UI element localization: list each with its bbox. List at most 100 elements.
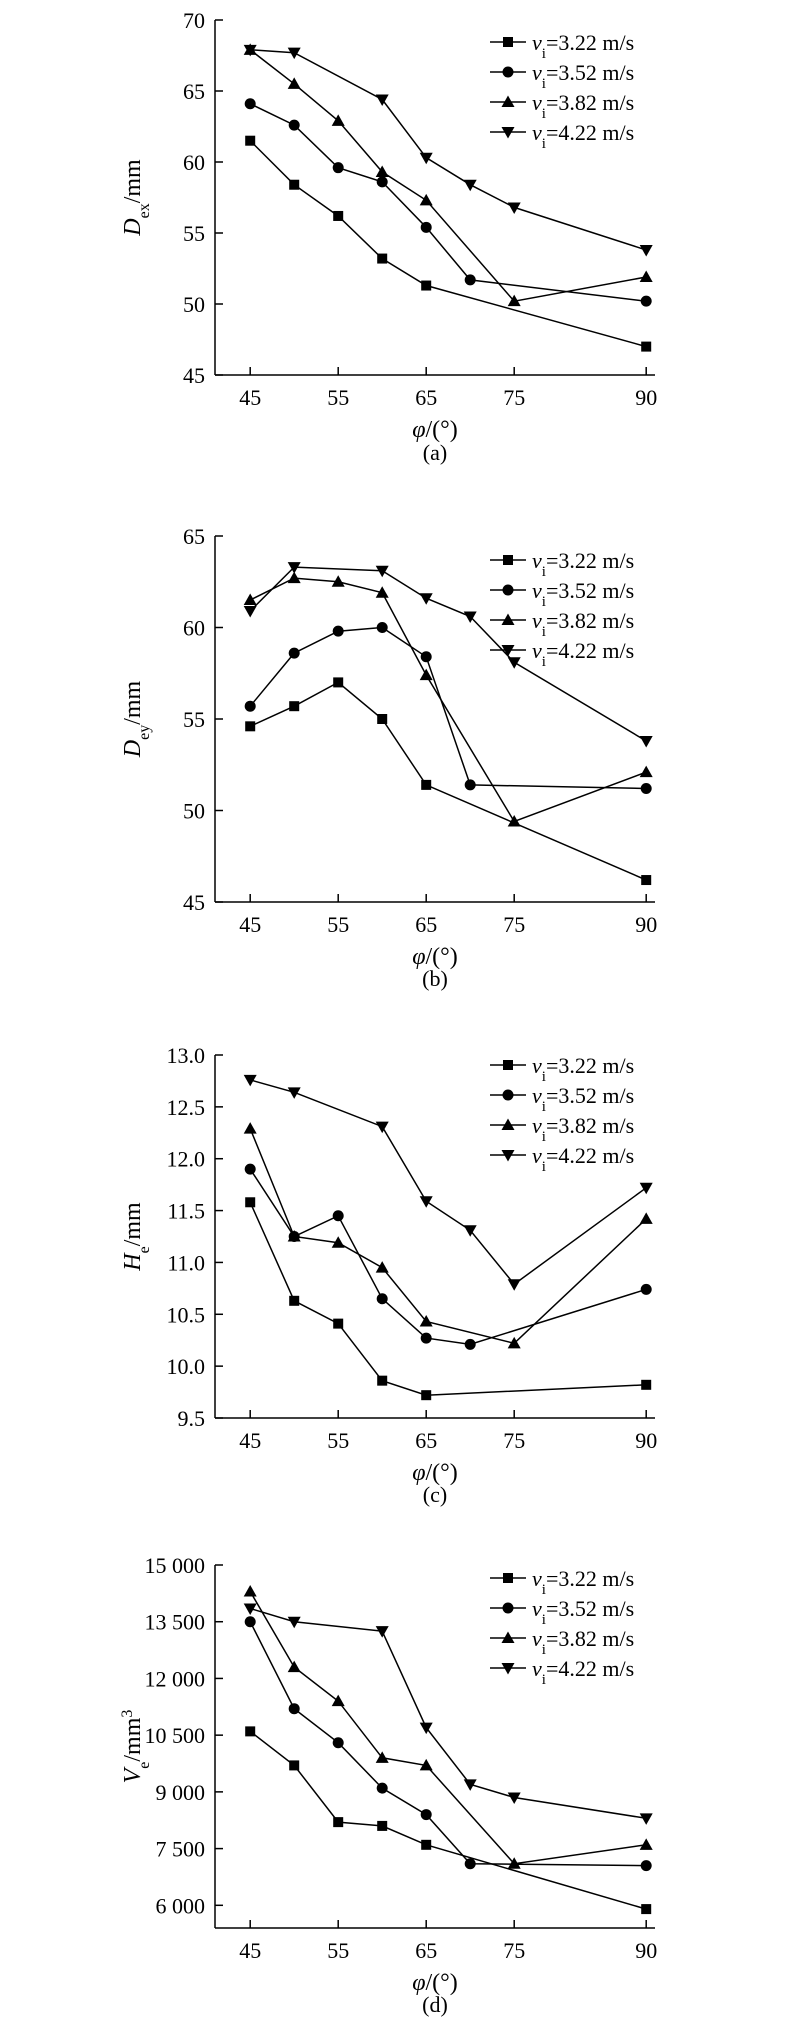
- y-tick-label: 10.0: [167, 1354, 206, 1379]
- data-point: [464, 1858, 476, 1870]
- data-point: [244, 1616, 256, 1628]
- legend-marker: [501, 613, 515, 625]
- y-tick-label: 9.5: [178, 1406, 206, 1431]
- data-point: [639, 1838, 653, 1850]
- x-tick-label: 65: [415, 912, 437, 937]
- data-point: [244, 700, 256, 712]
- data-point: [331, 1236, 345, 1248]
- data-point: [333, 677, 344, 688]
- data-point: [243, 606, 257, 618]
- y-tick-label: 6 000: [156, 1893, 206, 1918]
- y-axis-label: Dex/mm: [120, 159, 153, 237]
- data-point: [333, 1318, 344, 1329]
- data-point: [640, 1283, 652, 1295]
- panel-caption: (b): [422, 966, 448, 991]
- data-point: [419, 668, 433, 681]
- legend-label: vi=3.82 m/s: [532, 1113, 634, 1145]
- data-point: [507, 294, 521, 307]
- data-point: [640, 783, 652, 795]
- y-tick-label: 65: [183, 524, 205, 549]
- legend-entry-1: vi=3.22 m/s: [490, 1566, 634, 1598]
- data-point: [376, 622, 388, 633]
- y-tick-label: 70: [183, 8, 205, 33]
- y-tick-label: 55: [183, 221, 205, 246]
- data-point: [641, 875, 652, 886]
- legend-label: vi=4.22 m/s: [532, 120, 634, 152]
- data-point: [331, 1694, 345, 1707]
- data-point: [421, 779, 432, 790]
- x-tick-label: 55: [327, 1428, 349, 1453]
- legend-entry-2: vi=3.52 m/s: [490, 1083, 634, 1115]
- data-point: [375, 565, 389, 578]
- data-point: [375, 586, 389, 598]
- data-point: [639, 765, 653, 778]
- legend-marker: [503, 37, 513, 47]
- y-tick-label: 7 500: [156, 1837, 206, 1862]
- y-tick-label: 60: [183, 150, 205, 175]
- legend-label: vi=4.22 m/s: [532, 1143, 634, 1175]
- legend-marker: [501, 645, 515, 657]
- data-point: [639, 270, 653, 283]
- data-point: [420, 651, 432, 663]
- data-point: [243, 1074, 257, 1087]
- y-tick-label: 13.0: [167, 1043, 206, 1068]
- legend: vi=3.22 m/svi=3.52 m/svi=3.82 m/svi=4.22…: [490, 548, 634, 670]
- data-point: [375, 1626, 389, 1638]
- x-tick-label: 45: [239, 385, 261, 410]
- data-point: [331, 114, 345, 126]
- legend-label: vi=3.52 m/s: [532, 578, 634, 610]
- panel-caption: (c): [423, 1482, 447, 1507]
- legend-label: vi=3.22 m/s: [532, 1053, 634, 1085]
- data-point: [377, 1375, 388, 1386]
- legend-entry-3: vi=3.82 m/s: [490, 608, 634, 640]
- legend-marker: [501, 1118, 515, 1130]
- data-point: [507, 657, 521, 669]
- data-point: [463, 1225, 477, 1237]
- x-tick-label: 65: [415, 1428, 437, 1453]
- legend-marker: [502, 584, 514, 596]
- x-tick-label: 75: [503, 912, 525, 937]
- data-point: [641, 1904, 652, 1915]
- data-point: [333, 1817, 344, 1828]
- data-point: [375, 94, 389, 107]
- data-point: [288, 119, 300, 131]
- legend-label: vi=3.52 m/s: [532, 1083, 634, 1115]
- data-point: [463, 1779, 477, 1791]
- series-1: [245, 1197, 652, 1401]
- series-line: [249, 49, 647, 303]
- data-point: [287, 571, 301, 584]
- legend-entry-4: vi=4.22 m/s: [490, 1143, 634, 1175]
- data-point: [421, 1839, 432, 1850]
- data-point: [419, 1196, 433, 1208]
- y-tick-label: 12.0: [167, 1147, 206, 1172]
- series-1: [245, 1726, 652, 1915]
- y-axis-label: Dey/mm: [120, 680, 153, 758]
- data-point: [287, 1616, 301, 1629]
- data-point: [640, 1860, 652, 1872]
- legend-marker: [502, 1602, 514, 1614]
- x-axis-label: φ/(°): [412, 417, 458, 443]
- legend-marker: [502, 1089, 514, 1101]
- data-point: [375, 1121, 389, 1134]
- y-axis-label: He/mm: [120, 1202, 153, 1272]
- series-4: [243, 562, 653, 748]
- series-3: [243, 1122, 653, 1349]
- data-point: [289, 179, 300, 190]
- y-tick-label: 11.0: [167, 1250, 205, 1275]
- data-point: [641, 341, 652, 352]
- legend-entry-3: vi=3.82 m/s: [490, 90, 634, 122]
- data-point: [287, 47, 301, 60]
- data-point: [507, 1792, 521, 1805]
- x-axis-label: φ/(°): [412, 944, 458, 970]
- y-tick-label: 65: [183, 79, 205, 104]
- data-point: [243, 1122, 257, 1134]
- data-point: [420, 221, 432, 233]
- series-line: [249, 1079, 647, 1286]
- series-3: [243, 1584, 653, 1869]
- data-point: [288, 647, 300, 659]
- legend-entry-3: vi=3.82 m/s: [490, 1113, 634, 1145]
- legend-label: vi=4.22 m/s: [532, 638, 634, 670]
- data-point: [421, 280, 432, 291]
- data-point: [287, 1660, 301, 1673]
- data-point: [464, 274, 476, 286]
